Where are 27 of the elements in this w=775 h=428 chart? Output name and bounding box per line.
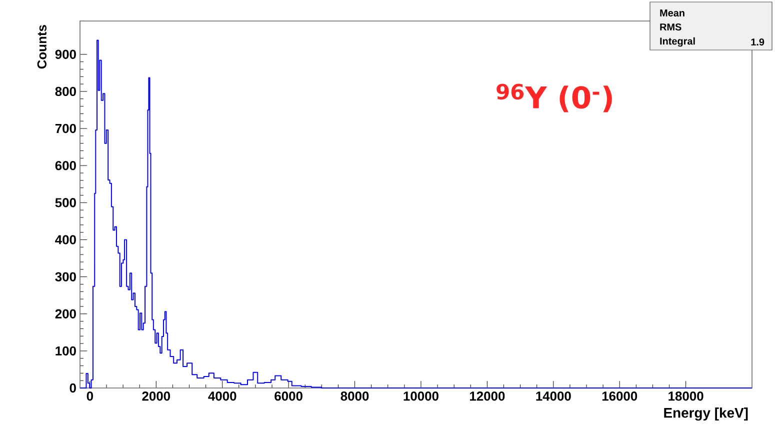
y-tick-label: 200	[55, 309, 76, 318]
y-tick-label: 100	[56, 346, 76, 356]
x-tick-label: 10000	[404, 392, 438, 401]
annotation: 1.9	[751, 38, 764, 46]
y-tick-label: 700	[55, 124, 76, 134]
x-tick-label: 14000	[536, 392, 571, 401]
y-tick-label: 900	[55, 50, 76, 59]
annotation: $^{96}$Y (0$^{-}$)	[496, 84, 612, 112]
y-tick-label: 400	[55, 235, 76, 244]
y-tick-label: 500	[55, 198, 76, 208]
x-axis-title: Energy [keV]	[664, 408, 748, 421]
x-tick-label: 18000	[668, 392, 704, 401]
y-tick-label: 800	[55, 86, 76, 96]
x-tick-label: 6000	[274, 392, 302, 401]
y-tick-label: 300	[55, 272, 76, 282]
x-tick-label: 8000	[340, 392, 369, 401]
x-tick-label: 0	[86, 392, 94, 401]
x-tick-label: 12000	[470, 392, 505, 401]
x-tick-label: 4000	[208, 392, 236, 401]
text: Mean	[660, 10, 684, 16]
annotation: Integral	[660, 37, 695, 47]
y-tick-label: 600	[55, 160, 76, 170]
y-tick-label: 0	[70, 383, 76, 393]
x-tick-label: 2000	[142, 392, 170, 401]
y-axis-title: Counts	[37, 25, 46, 69]
x-tick-label: 16000	[602, 392, 638, 401]
annotation: RMS	[660, 23, 682, 31]
